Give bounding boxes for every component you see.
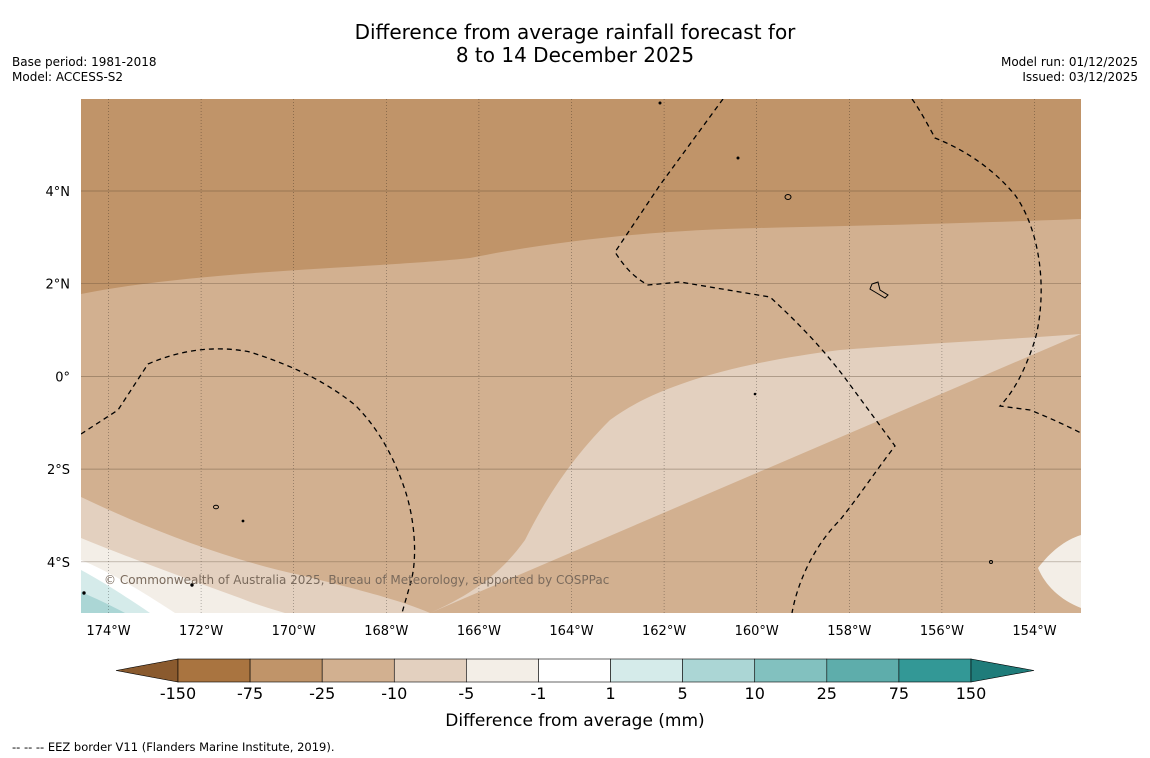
eez-border-central [614,99,896,613]
longitude-label: 168°W [364,624,408,639]
latitude-label: 2°S [47,463,70,478]
longitude-label: 174°W [86,624,130,639]
colorbar-bin [826,658,900,683]
region-minus5-minus1-se [1038,535,1081,608]
region-plus5-plus10 [81,592,125,613]
colorbar-tick-label: -1 [530,684,546,703]
colorbar: -150 -75 -25 -10 -5 -1 1 5 10 25 75 150 Difference … [115,658,1035,731]
colorbar-bin [321,658,395,683]
graticule [81,99,1081,613]
colorbar-bin [538,658,611,683]
region-minus10-minus5 [81,334,1081,613]
model-run-label: Model run: 01/12/2025 [1000,55,1138,69]
colorbar-bin [393,658,467,683]
longitude-label: 154°W [1012,624,1056,639]
colorbar-extend-max [970,658,1035,683]
longitude-label: 162°W [642,624,686,639]
longitude-labels: 174°W 172°W 170°W 168°W 166°W 164°W 162°W 160°W… [86,624,1056,639]
colorbar-bin [177,658,251,683]
island [82,591,86,595]
longitude-label: 158°W [827,624,871,639]
latitude-label: 4°S [47,556,70,571]
longitude-label: 172°W [179,624,223,639]
colorbar-tick-label: 25 [817,684,837,703]
colorbar-bin [610,658,683,683]
colorbar-tick-label: 10 [745,684,765,703]
eez-borders [81,99,1081,613]
colorbar-title: Difference from average (mm) [445,711,704,731]
colorbar-bin [249,658,323,683]
longitude-label: 164°W [549,624,593,639]
colorbar-tick-label: -5 [458,684,474,703]
issued-label: Issued: 03/12/2025 [1022,70,1138,84]
island [658,101,662,105]
eez-border-east [911,99,1081,434]
eez-footnote: -- -- -- EEZ border V11 (Flanders Marine… [12,740,335,754]
colorbar-tick-label: 1 [605,684,615,703]
model-label: Model: ACCESS-S2 [12,70,124,84]
colorbar-bin [754,658,828,683]
latitude-label: 4°N [46,185,71,200]
island [213,504,219,510]
colorbar-tick-label: -10 [381,684,407,703]
map-fill-layers [81,99,1081,613]
longitude-label: 170°W [272,624,316,639]
map-title-line2: 8 to 14 December 2025 [455,43,695,67]
island [736,156,740,160]
colorbar-tick-label: 5 [678,684,688,703]
island [241,519,245,523]
colorbar-bin [898,658,972,683]
colorbar-bin [682,658,756,683]
island [190,583,194,587]
latitude-label: 2°N [46,278,71,293]
colorbar-tick-label: -150 [160,684,196,703]
island [869,281,889,299]
map-title-line1: Difference from average rainfall forecas… [354,20,796,44]
copyright-note: © Commonwealth of Australia 2025, Bureau… [104,573,609,587]
islands [82,101,993,595]
latitude-labels: 4°N 2°N 0° 2°S 4°S [46,185,71,571]
longitude-label: 160°W [735,624,779,639]
island [753,392,757,396]
island [989,560,993,564]
region-minus25-minus10-south [480,602,710,613]
latitude-label: 0° [55,370,70,385]
region-minus25-minus10 [81,219,1081,613]
longitude-label: 166°W [457,624,501,639]
eez-border-west [81,348,416,613]
colorbar-tick-label: -75 [237,684,263,703]
base-period-label: Base period: 1981-2018 [12,55,157,69]
colorbar-bin [466,658,539,683]
colorbar-tick-label: 150 [956,684,987,703]
colorbar-extend-min [115,658,179,683]
rainfall-map: © Commonwealth of Australia 2025, Bureau… [46,99,1081,731]
colorbar-tick-label: -25 [309,684,335,703]
colorbar-tick-label: 75 [889,684,909,703]
island [784,194,792,200]
longitude-label: 156°W [920,624,964,639]
